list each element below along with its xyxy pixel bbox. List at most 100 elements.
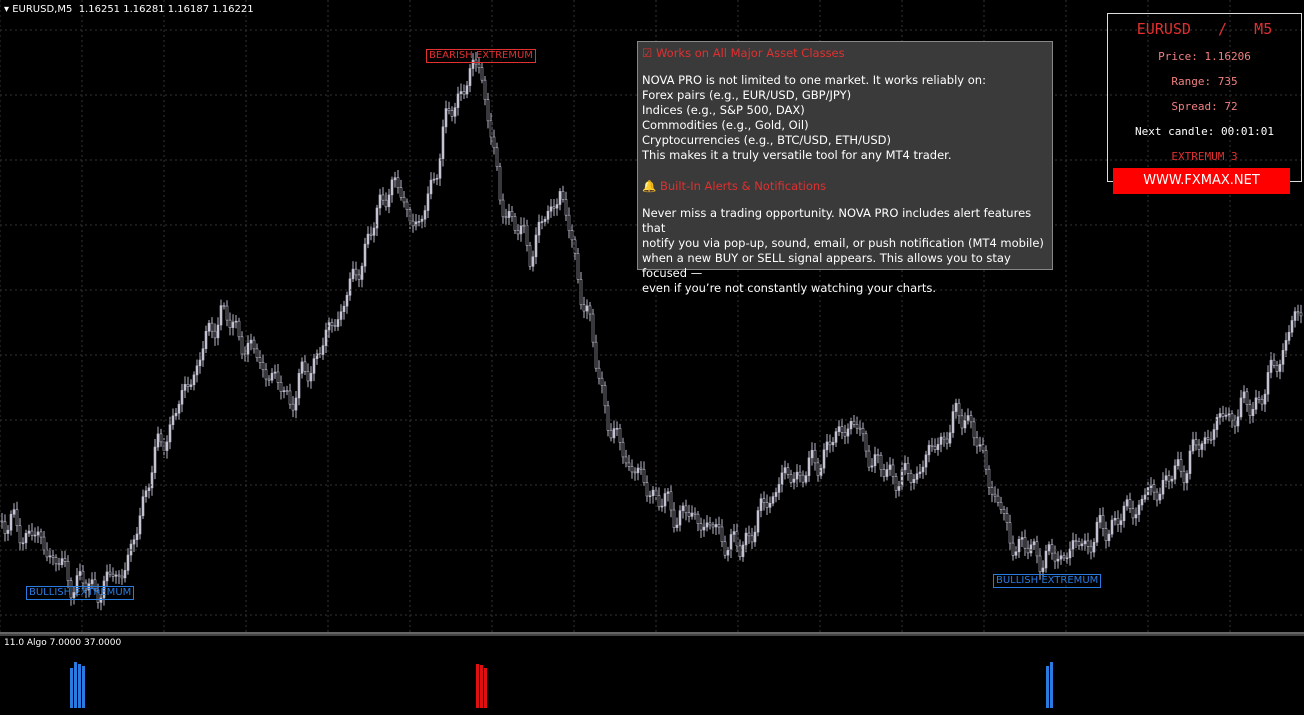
text-line: Commodities (e.g., Gold, Oil) bbox=[642, 118, 809, 132]
candle bbox=[498, 162, 502, 205]
candle bbox=[630, 459, 634, 479]
candle bbox=[840, 418, 844, 440]
candle bbox=[1023, 529, 1027, 557]
bullish-label: BULLISH EXTREMUM bbox=[26, 586, 135, 600]
candle bbox=[219, 299, 223, 331]
candle bbox=[1098, 508, 1102, 529]
candle bbox=[699, 517, 703, 539]
candle bbox=[279, 375, 283, 400]
candle bbox=[990, 480, 994, 503]
candle bbox=[1068, 541, 1072, 566]
candle bbox=[945, 431, 949, 450]
candle bbox=[1143, 488, 1147, 503]
candle bbox=[312, 353, 316, 382]
candle bbox=[801, 470, 805, 488]
candle bbox=[210, 317, 214, 339]
candle bbox=[1086, 532, 1090, 555]
candle bbox=[306, 363, 310, 388]
candle bbox=[1242, 385, 1246, 404]
candle bbox=[789, 469, 793, 488]
candle bbox=[99, 594, 103, 611]
candle bbox=[1188, 444, 1192, 480]
candle bbox=[1032, 538, 1036, 551]
candle bbox=[1077, 537, 1081, 550]
candle bbox=[816, 457, 820, 482]
bullish-label: BULLISH EXTREMUM bbox=[993, 574, 1102, 588]
candle bbox=[696, 510, 700, 532]
candle bbox=[786, 463, 790, 479]
candle bbox=[1284, 332, 1288, 357]
candle bbox=[864, 430, 868, 458]
candle bbox=[981, 437, 985, 454]
candle bbox=[918, 464, 922, 479]
website-button[interactable]: WWW.FXMAX.NET bbox=[1113, 168, 1290, 194]
candle bbox=[888, 457, 892, 476]
indicator-label: 11.0 Algo 7.0000 37.0000 bbox=[4, 638, 122, 648]
candle bbox=[639, 461, 643, 475]
candle bbox=[24, 529, 28, 550]
heading: 🔔 Built-In Alerts & Notifications bbox=[642, 179, 827, 193]
candle bbox=[1119, 513, 1123, 533]
candle bbox=[792, 472, 796, 490]
candle bbox=[435, 174, 439, 186]
candle bbox=[894, 473, 898, 499]
candle bbox=[483, 76, 487, 106]
candle bbox=[1293, 307, 1297, 328]
text-line: Cryptocurrencies (e.g., BTC/USD, ETH/USD… bbox=[642, 133, 892, 147]
candle bbox=[276, 364, 280, 390]
candle bbox=[588, 302, 592, 322]
candle bbox=[360, 262, 364, 288]
candle bbox=[798, 465, 802, 483]
candle bbox=[1221, 405, 1225, 422]
candle bbox=[1191, 431, 1195, 455]
candle bbox=[477, 56, 481, 74]
candle bbox=[372, 222, 376, 243]
candle bbox=[549, 199, 553, 218]
candle bbox=[1122, 501, 1126, 528]
candle bbox=[126, 548, 130, 575]
candle bbox=[519, 217, 523, 242]
candle bbox=[684, 499, 688, 521]
candle bbox=[1083, 533, 1087, 551]
candle bbox=[357, 269, 361, 288]
candle bbox=[666, 487, 670, 502]
candle bbox=[1230, 410, 1234, 428]
candle bbox=[54, 554, 58, 572]
candle bbox=[1044, 544, 1048, 573]
candle bbox=[660, 498, 664, 512]
candle bbox=[1209, 431, 1213, 445]
candle bbox=[1272, 353, 1276, 369]
candle bbox=[972, 417, 976, 446]
candle bbox=[138, 507, 142, 540]
candle bbox=[180, 383, 184, 413]
paragraph: NOVA PRO is not limited to one market. I… bbox=[642, 73, 1048, 163]
candle bbox=[627, 454, 631, 471]
candle bbox=[525, 219, 529, 252]
candle bbox=[522, 217, 526, 234]
candle bbox=[846, 423, 850, 444]
candle bbox=[1026, 540, 1030, 560]
candle bbox=[1131, 500, 1135, 525]
candle bbox=[999, 496, 1003, 515]
candle bbox=[555, 198, 559, 216]
candle bbox=[57, 557, 61, 571]
candle bbox=[1089, 539, 1093, 560]
candle bbox=[462, 84, 466, 100]
candle bbox=[30, 523, 34, 541]
candle bbox=[807, 450, 811, 482]
candle bbox=[951, 404, 955, 438]
candle bbox=[675, 517, 679, 532]
candle bbox=[1101, 507, 1105, 537]
info-panel: EURUSD / M5 Price: 1.16206 Range: 735 Sp… bbox=[1107, 13, 1302, 182]
candle bbox=[105, 564, 109, 588]
candle bbox=[396, 170, 400, 194]
candle bbox=[1218, 407, 1222, 425]
candle bbox=[198, 352, 202, 374]
candle bbox=[249, 333, 253, 351]
candle bbox=[648, 490, 652, 504]
candle bbox=[78, 563, 82, 581]
candle bbox=[153, 439, 157, 480]
candle bbox=[996, 488, 1000, 507]
candle bbox=[1005, 507, 1009, 531]
